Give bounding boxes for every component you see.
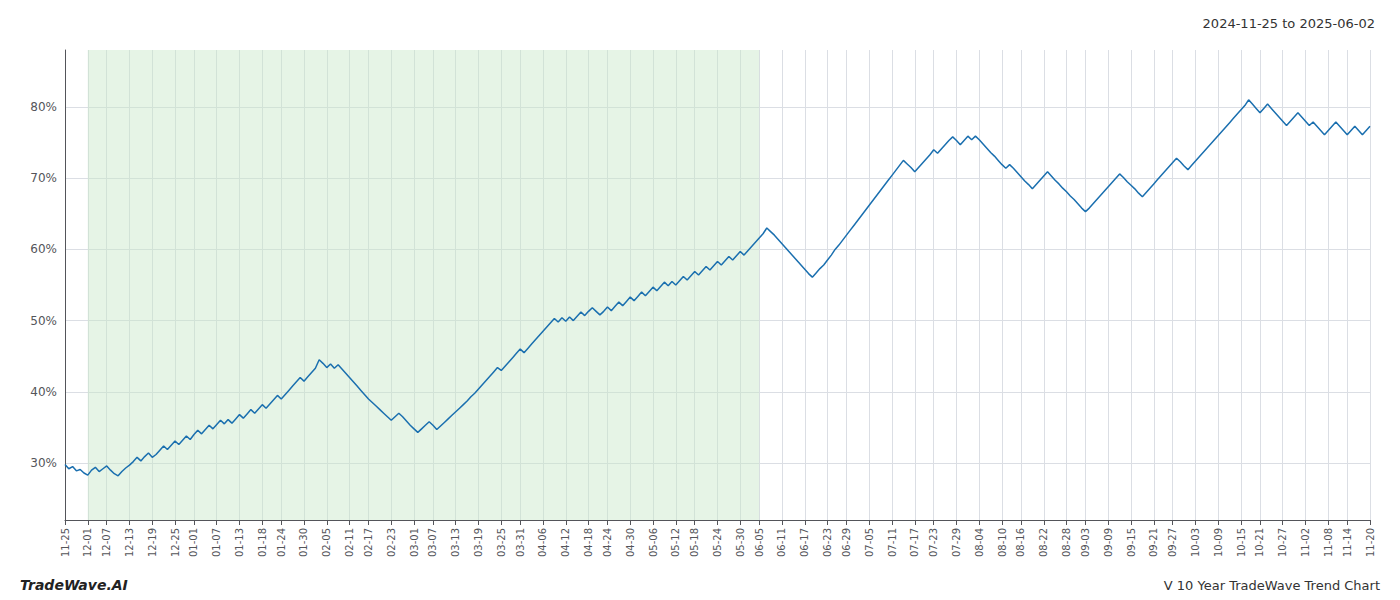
svg-text:11-08: 11-08 <box>1323 528 1334 557</box>
svg-text:08-28: 08-28 <box>1061 528 1072 557</box>
svg-text:12-25: 12-25 <box>170 528 181 557</box>
svg-text:06-29: 06-29 <box>841 528 852 557</box>
svg-text:03-31: 03-31 <box>515 528 526 557</box>
svg-text:09-21: 09-21 <box>1148 528 1159 557</box>
svg-text:05-12: 05-12 <box>670 528 681 557</box>
svg-text:03-01: 03-01 <box>409 528 420 557</box>
svg-text:01-24: 01-24 <box>276 528 287 557</box>
svg-text:09-15: 09-15 <box>1126 528 1137 557</box>
svg-text:TradeWave.AI: TradeWave.AI <box>20 577 128 593</box>
svg-text:06-23: 06-23 <box>822 528 833 557</box>
svg-text:07-29: 07-29 <box>951 528 962 557</box>
svg-text:07-11: 07-11 <box>887 528 898 557</box>
svg-text:01-30: 01-30 <box>298 528 309 557</box>
svg-text:40%: 40% <box>30 385 57 399</box>
svg-text:04-12: 04-12 <box>560 528 571 557</box>
svg-text:02-11: 02-11 <box>344 528 355 557</box>
svg-text:02-05: 02-05 <box>321 528 332 557</box>
svg-text:03-19: 03-19 <box>473 528 484 557</box>
svg-text:80%: 80% <box>30 100 57 114</box>
svg-text:06-05: 06-05 <box>754 528 765 557</box>
svg-text:10-21: 10-21 <box>1254 528 1265 557</box>
svg-text:04-24: 04-24 <box>602 528 613 557</box>
svg-text:11-14: 11-14 <box>1342 528 1353 557</box>
svg-text:01-18: 01-18 <box>257 528 268 557</box>
svg-text:03-13: 03-13 <box>450 528 461 557</box>
svg-text:01-01: 01-01 <box>188 528 199 557</box>
svg-text:05-06: 05-06 <box>648 528 659 557</box>
svg-text:05-18: 05-18 <box>689 528 700 557</box>
svg-text:10-27: 10-27 <box>1277 528 1288 557</box>
svg-text:06-17: 06-17 <box>799 528 810 557</box>
svg-text:01-07: 01-07 <box>211 528 222 557</box>
svg-text:06-11: 06-11 <box>776 528 787 557</box>
svg-text:08-10: 08-10 <box>997 528 1008 557</box>
svg-text:09-03: 09-03 <box>1080 528 1091 557</box>
svg-text:08-04: 08-04 <box>974 528 985 557</box>
svg-text:04-30: 04-30 <box>625 528 636 557</box>
svg-text:04-06: 04-06 <box>537 528 548 557</box>
svg-text:2024-11-25 to 2025-06-02: 2024-11-25 to 2025-06-02 <box>1203 16 1375 31</box>
svg-text:07-17: 07-17 <box>909 528 920 557</box>
svg-text:60%: 60% <box>30 242 57 256</box>
svg-text:10-15: 10-15 <box>1236 528 1247 557</box>
svg-text:11-02: 11-02 <box>1300 528 1311 557</box>
svg-text:12-19: 12-19 <box>147 528 158 557</box>
svg-text:04-18: 04-18 <box>583 528 594 557</box>
svg-text:02-17: 02-17 <box>363 528 374 557</box>
svg-text:05-30: 05-30 <box>735 528 746 557</box>
svg-text:02-23: 02-23 <box>386 528 397 557</box>
svg-text:70%: 70% <box>30 171 57 185</box>
svg-text:12-13: 12-13 <box>124 528 135 557</box>
svg-text:08-22: 08-22 <box>1038 528 1049 557</box>
svg-text:07-05: 07-05 <box>864 528 875 557</box>
svg-text:07-23: 07-23 <box>928 528 939 557</box>
svg-text:01-13: 01-13 <box>234 528 245 557</box>
svg-text:V 10 Year TradeWave Trend Char: V 10 Year TradeWave Trend Chart <box>1164 578 1380 593</box>
svg-text:09-27: 09-27 <box>1167 528 1178 557</box>
svg-text:12-07: 12-07 <box>101 528 112 557</box>
svg-text:10-09: 10-09 <box>1213 528 1224 557</box>
svg-text:12-01: 12-01 <box>82 528 93 557</box>
svg-text:30%: 30% <box>30 456 57 470</box>
svg-text:09-09: 09-09 <box>1103 528 1114 557</box>
svg-text:03-07: 03-07 <box>427 528 438 557</box>
svg-text:03-25: 03-25 <box>496 528 507 557</box>
svg-text:08-16: 08-16 <box>1015 528 1026 557</box>
svg-text:11-25: 11-25 <box>60 528 71 557</box>
svg-text:50%: 50% <box>30 314 57 328</box>
svg-text:05-24: 05-24 <box>712 528 723 557</box>
svg-text:11-20: 11-20 <box>1365 528 1376 557</box>
svg-text:10-03: 10-03 <box>1190 528 1201 557</box>
